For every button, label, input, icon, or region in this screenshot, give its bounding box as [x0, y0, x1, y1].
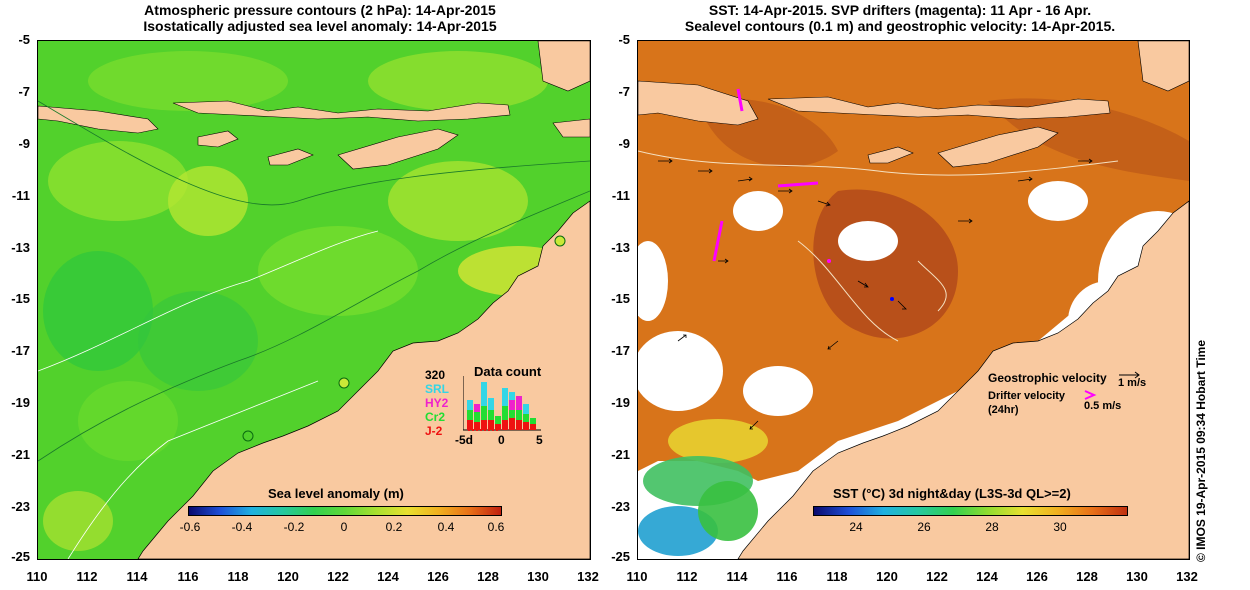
- right-y-tick: -7: [618, 84, 630, 99]
- right-x-tick: 128: [1076, 569, 1098, 584]
- sla-colorbar-label: 0.4: [437, 520, 455, 534]
- sst-map-svg: [638, 41, 1189, 559]
- left-x-tick: 132: [577, 569, 599, 584]
- left-y-tick: -5: [18, 32, 30, 47]
- left-y-tick: -9: [18, 136, 30, 151]
- sla-colorbar-label: -0.6: [179, 520, 201, 534]
- sla-colorbar-label: 0.2: [385, 520, 403, 534]
- right-x-tick: 112: [676, 569, 698, 584]
- data-count-title: Data count: [474, 364, 542, 379]
- sst-colorbar: [813, 506, 1128, 516]
- right-y-tick: -21: [611, 447, 630, 462]
- right-y-tick: -23: [611, 499, 630, 514]
- sst-colorbar-label: 24: [849, 520, 863, 534]
- drifter-arrow-icon: [1084, 390, 1097, 400]
- drifter-velocity-scale: 0.5 m/s: [1084, 400, 1122, 412]
- sst-colorbar-label: 28: [985, 520, 999, 534]
- data-count-histogram: [463, 376, 541, 431]
- sla-colorbar-title: Sea level anomaly (m): [268, 486, 404, 501]
- right-y-tick: -19: [611, 395, 630, 410]
- left-y-tick: -21: [11, 447, 30, 462]
- sst-map: [637, 40, 1190, 560]
- right-x-tick: 126: [1026, 569, 1048, 584]
- right-x-tick: 114: [726, 569, 748, 584]
- left-x-tick: 128: [477, 569, 499, 584]
- sat-label-j2: J-2: [425, 424, 443, 438]
- sla-colorbar-label: -0.4: [231, 520, 253, 534]
- drifter-velocity-label2: (24hr): [988, 404, 1019, 416]
- geo-velocity-scale: 1 m/s: [1118, 377, 1147, 389]
- right-y-tick: -15: [611, 291, 630, 306]
- left-x-tick: 110: [26, 569, 48, 584]
- left-x-tick: 120: [277, 569, 299, 584]
- left-x-tick: 126: [427, 569, 449, 584]
- right-y-tick: -11: [611, 188, 630, 203]
- right-x-tick: 120: [876, 569, 898, 584]
- sst-colorbar-label: 30: [1053, 520, 1067, 534]
- right-x-tick: 124: [976, 569, 998, 584]
- right-x-tick: 110: [626, 569, 648, 584]
- right-title-line2: Sealevel contours (0.1 m) and geostrophi…: [684, 18, 1116, 34]
- imos-credit: © IMOS 19-Apr-2015 09:34 Hobart Time: [1194, 339, 1208, 562]
- right-x-tick: 130: [1126, 569, 1148, 584]
- drifter-velocity-label: Drifter velocity: [988, 390, 1066, 402]
- left-x-tick: 118: [227, 569, 249, 584]
- sat-label-hy2: HY2: [425, 396, 449, 410]
- right-x-tick: 118: [826, 569, 848, 584]
- left-y-tick: -17: [11, 343, 30, 358]
- right-x-tick: 116: [776, 569, 798, 584]
- left-x-tick: 124: [377, 569, 399, 584]
- data-count-max: 320: [425, 368, 446, 382]
- left-y-tick: -19: [11, 395, 30, 410]
- left-y-tick: -23: [11, 499, 30, 514]
- sat-label-cr2: Cr2: [425, 410, 446, 424]
- right-x-tick: 132: [1176, 569, 1198, 584]
- right-title-line1: SST: 14-Apr-2015. SVP drifters (magenta)…: [708, 2, 1092, 18]
- data-count-x-label: -5d: [455, 433, 473, 447]
- left-y-tick: -7: [18, 84, 30, 99]
- sat-label-srl: SRL: [425, 382, 449, 396]
- left-y-tick: -13: [11, 240, 30, 255]
- left-title-line2: Isostatically adjusted sea level anomaly…: [143, 18, 497, 34]
- right-y-tick: -13: [611, 240, 630, 255]
- data-count-x-label: 5: [536, 433, 543, 447]
- sst-colorbar-label: 26: [917, 520, 931, 534]
- left-x-tick: 130: [527, 569, 549, 584]
- left-x-tick: 114: [126, 569, 148, 584]
- right-y-tick: -17: [611, 343, 630, 358]
- left-x-tick: 112: [76, 569, 98, 584]
- sla-colorbar-label: -0.2: [283, 520, 305, 534]
- geo-velocity-arrow-icon: [1119, 371, 1140, 379]
- right-y-tick: -25: [611, 549, 630, 564]
- sea-level-anomaly-map: [37, 40, 591, 560]
- right-y-tick: -9: [618, 136, 630, 151]
- sla-colorbar-label: 0: [340, 520, 348, 534]
- left-x-tick: 116: [177, 569, 199, 584]
- left-y-tick: -15: [11, 291, 30, 306]
- right-y-tick: -5: [618, 32, 630, 47]
- sst-colorbar-title: SST (°C) 3d night&day (L3S-3d QL>=2): [833, 486, 1071, 501]
- left-title-line1: Atmospheric pressure contours (2 hPa): 1…: [144, 2, 496, 18]
- left-x-tick: 122: [327, 569, 349, 584]
- left-y-tick: -11: [11, 188, 30, 203]
- right-x-tick: 122: [926, 569, 948, 584]
- data-count-x-label: 0: [498, 433, 505, 447]
- geo-velocity-label: Geostrophic velocity: [988, 371, 1107, 385]
- sla-colorbar-label: 0.6: [487, 520, 505, 534]
- sla-colorbar: [188, 506, 502, 516]
- left-y-tick: -25: [11, 549, 30, 564]
- sla-map-svg: [38, 41, 590, 559]
